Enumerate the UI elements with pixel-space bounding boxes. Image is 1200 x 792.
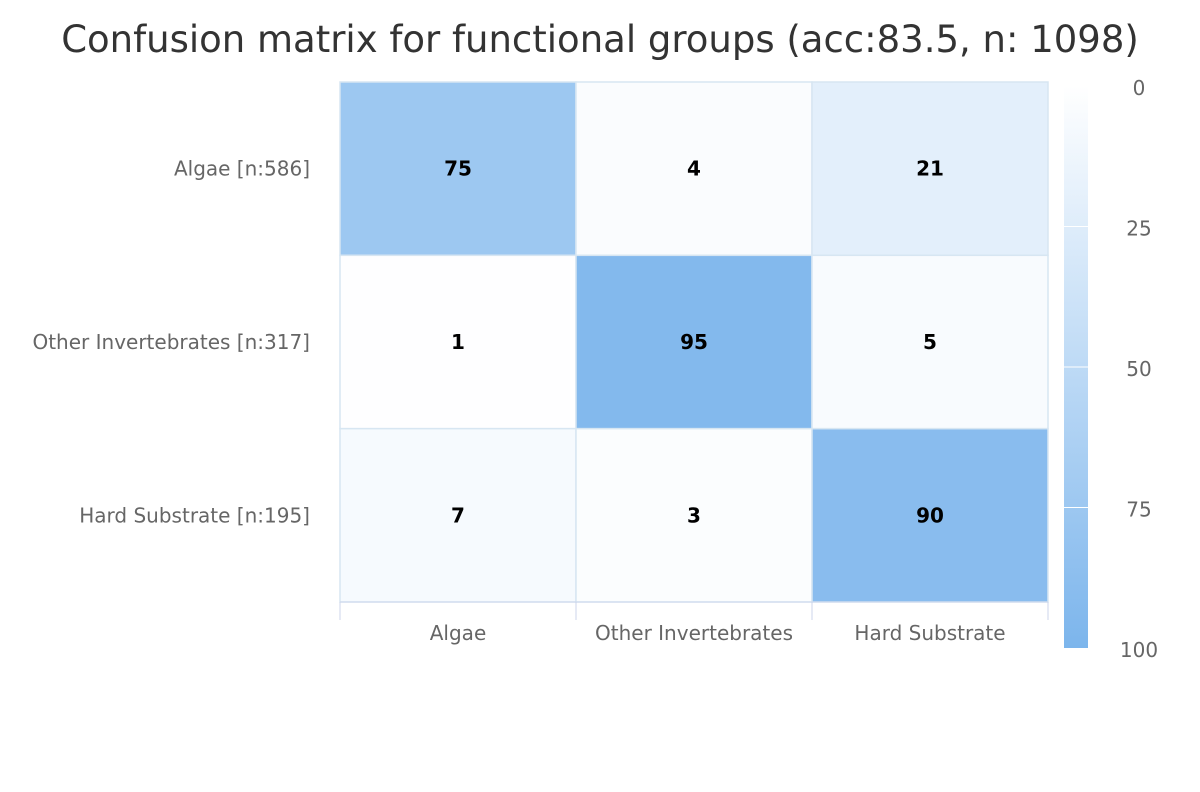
x-tick-label: Other Invertebrates xyxy=(595,621,793,645)
color-scale-legend: 0 25 50 75 100 xyxy=(1064,76,1158,662)
cell-value-label: 5 xyxy=(923,330,937,354)
x-tick-label: Hard Substrate xyxy=(854,621,1005,645)
y-tick-label: Other Invertebrates [n:317] xyxy=(32,330,310,354)
y-axis: Algae [n:586] Other Invertebrates [n:317]… xyxy=(32,157,310,528)
x-axis: Algae Other Invertebrates Hard Substrate xyxy=(339,601,1049,645)
heatmap-cell[interactable] xyxy=(339,254,577,430)
y-tick-label: Algae [n:586] xyxy=(174,157,310,181)
heatmap-cell[interactable] xyxy=(575,254,813,430)
cell-value-label: 21 xyxy=(916,157,944,181)
cell-value-label: 3 xyxy=(687,503,701,527)
heatmap-cells: 75 4 21 1 95 5 7 3 90 xyxy=(339,81,1049,603)
heatmap-cell[interactable] xyxy=(811,254,1049,430)
color-scale-tick-label: 50 xyxy=(1126,357,1151,381)
heatmap-cell[interactable] xyxy=(339,81,577,257)
color-scale-tick-label: 75 xyxy=(1126,498,1151,522)
color-scale-tick-label: 0 xyxy=(1133,76,1146,100)
cell-value-label: 1 xyxy=(451,330,465,354)
x-tick-label: Algae xyxy=(430,621,487,645)
heatmap-cell[interactable] xyxy=(575,81,813,257)
y-tick-label: Hard Substrate [n:195] xyxy=(79,503,310,527)
cell-value-label: 4 xyxy=(687,157,701,181)
cell-value-label: 90 xyxy=(916,503,944,527)
heatmap-cell[interactable] xyxy=(575,427,813,603)
chart-title: Confusion matrix for functional groups (… xyxy=(61,18,1139,61)
color-scale-tick-label: 25 xyxy=(1126,217,1151,241)
cell-value-label: 7 xyxy=(451,503,465,527)
color-scale-tick-label: 100 xyxy=(1120,638,1158,662)
cell-value-label: 75 xyxy=(444,157,472,181)
heatmap-cell[interactable] xyxy=(811,81,1049,257)
cell-value-label: 95 xyxy=(680,330,708,354)
